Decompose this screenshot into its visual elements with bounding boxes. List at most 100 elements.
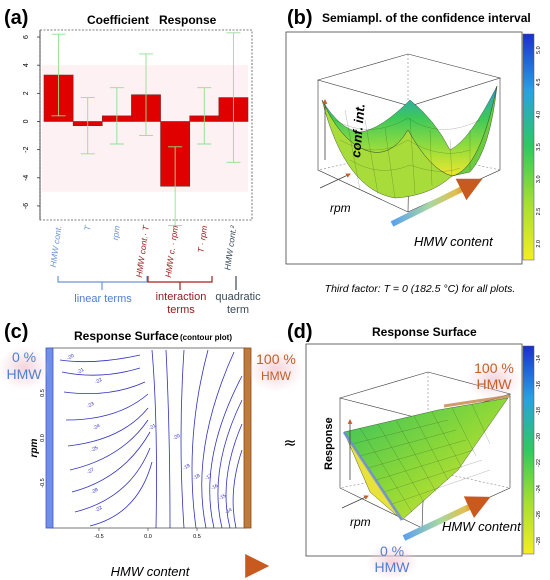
- category-label: T · rpm: [196, 225, 210, 254]
- category-label: HMW c. · rpm: [163, 225, 180, 278]
- colorbar-tick-label: -26: [536, 511, 542, 519]
- panel-c-right-band: [243, 347, 252, 529]
- error-bar: [139, 53, 153, 137]
- panel-d-top-label-1: 100 %: [474, 360, 514, 376]
- panel-c-contours: [59, 349, 243, 529]
- contour-label: -15: [218, 493, 227, 502]
- panel-c-xlabel: HMW content: [111, 564, 191, 579]
- panel-d-rpm-arrow: [341, 495, 369, 509]
- category-label: T: [82, 224, 93, 231]
- panel-d-hmw-label: HMW content: [442, 519, 522, 534]
- colorbar-tick-label: 2.5: [536, 208, 542, 216]
- y-tick-label: 6: [23, 35, 30, 39]
- contour-label: -24: [92, 423, 101, 432]
- colorbar-tick-label: 3.5: [536, 143, 542, 151]
- panel-d-bottom-glow: [366, 544, 418, 580]
- group-quadratic-label-1: quadratic: [215, 291, 261, 303]
- panel-c-ylabel: rpm: [29, 438, 40, 457]
- panel-a-title: Coefficient Response: [87, 13, 217, 27]
- group-interaction-label-1: interaction: [156, 291, 207, 303]
- panel-c-plot-frame: [49, 347, 247, 529]
- y-tick-label: 4: [23, 63, 30, 67]
- approx-sign: ≈: [283, 433, 296, 452]
- panel-a-letter: (a): [4, 7, 28, 29]
- error-bar: [51, 33, 66, 117]
- bar-glow: [42, 65, 248, 192]
- colorbar-tick-label: -14: [536, 355, 542, 363]
- contour-label: -17: [204, 473, 213, 482]
- error-bar: [168, 146, 183, 227]
- category-label: HMW cont.· T: [134, 224, 151, 278]
- colorbar-tick-label: -18: [536, 407, 542, 415]
- contour-label: -18: [192, 473, 201, 482]
- x-tick-label: 0.5: [193, 534, 201, 540]
- group-brackets: [57, 276, 237, 290]
- panel-b-rpm-label: rpm: [330, 201, 351, 215]
- colorbar-tick-label: -24: [536, 485, 542, 493]
- x-tick-label: 0.0: [144, 534, 152, 540]
- category-label: HMW cont.²: [222, 224, 238, 271]
- category-label: rpm: [110, 225, 122, 241]
- panel-c: (c) Response Surface (contour plot) -: [0, 321, 304, 579]
- panel-d-rpm-label: rpm: [350, 515, 371, 529]
- panel-c-right-label-2: HMW: [261, 369, 292, 383]
- category-label: HMW cont.: [48, 225, 64, 268]
- panel-d-title: Response Surface: [372, 325, 477, 339]
- y-tick-label: -2: [23, 146, 30, 152]
- panel-b-colorbar: [522, 33, 535, 261]
- contour-label: -25: [90, 445, 99, 454]
- contour-label: -20: [66, 353, 75, 362]
- panel-b-title: Semiampl. of the confidence interval: [322, 11, 531, 25]
- contour-label: -27: [86, 467, 95, 476]
- error-bar: [226, 32, 241, 163]
- x-tick-label: -0.5: [94, 534, 103, 540]
- panel-d-surface: [342, 394, 511, 521]
- group-interaction-label-2: terms: [167, 304, 195, 316]
- panel-b-letter: (b): [287, 7, 313, 29]
- y-tick-label: 0.0: [40, 434, 46, 442]
- y-tick-label: -6: [23, 203, 30, 209]
- colorbar-tick-label: -22: [536, 459, 542, 467]
- panel-d-left-edge: [342, 431, 404, 521]
- interaction-bracket: [147, 276, 213, 290]
- error-bar: [80, 97, 95, 155]
- panel-b-hmw-arrow: [390, 178, 483, 227]
- contour-label: -16: [210, 483, 219, 492]
- panel-d-z-label: Response: [323, 417, 335, 470]
- colorbar-tick-label: 2.0: [536, 240, 542, 248]
- contour-label: -21: [148, 423, 157, 432]
- panel-b: (b) Semiampl. of the confidence interval…: [285, 7, 542, 265]
- panel-c-subtitle: (contour plot): [180, 333, 232, 342]
- colorbar-tick-label: -20: [536, 433, 542, 441]
- contour-label: -19: [182, 463, 191, 472]
- group-linear-label: linear terms: [74, 293, 132, 305]
- panel-c-contour-labels: -20-21-22-23-24-25-27-28-22-21-20-19-18-…: [66, 353, 233, 516]
- panel-d-bottom-label-1: 0 %: [380, 543, 404, 559]
- colorbar-tick-label: 3.0: [536, 175, 542, 183]
- panel-d-top-label-2: HMW: [477, 376, 513, 392]
- panel-c-left-band: [45, 347, 54, 529]
- colorbar-tick-label: 5.0: [536, 46, 542, 54]
- y-tick-label: -0.5: [40, 478, 46, 487]
- panel-c-right-label-1: 100 %: [256, 351, 296, 367]
- panel-b-surface: [321, 85, 498, 199]
- contour-label: -20: [172, 433, 181, 442]
- panel-a-y-ticks: -6 -4 -2 0 2 4 6: [23, 35, 40, 209]
- colorbar-tick-label: -28: [536, 537, 542, 545]
- group-quadratic-label-2: term: [227, 304, 249, 316]
- colorbar-tick-label: -16: [536, 381, 542, 389]
- panel-c-left-label-1: 0 %: [12, 349, 36, 365]
- error-bar: [109, 87, 124, 145]
- panel-c-axis-ticks: -0.5 0.0 0.5 -0.5 0.0 0.5: [40, 389, 201, 540]
- panel-b-rpm-arrow: [319, 173, 351, 189]
- panel-d-colorbar: [522, 345, 535, 555]
- panel-c-left-label-2: HMW: [7, 366, 43, 382]
- y-tick-label: -4: [23, 175, 30, 181]
- panel-b-z-label: conf. int.: [348, 103, 368, 158]
- panel-c-title: Response Surface: [74, 329, 179, 343]
- contour-label: -21: [76, 367, 85, 376]
- panel-c-left-glow: [0, 346, 50, 390]
- linear-bracket: [57, 276, 148, 290]
- panel-b-hmw-label: HMW content: [414, 234, 494, 249]
